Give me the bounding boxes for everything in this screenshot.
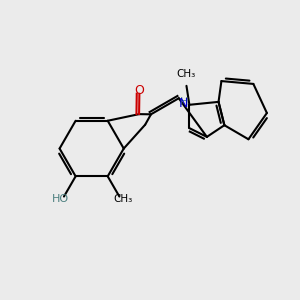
- Text: N: N: [179, 97, 188, 110]
- Text: O: O: [134, 84, 144, 97]
- Text: CH₃: CH₃: [113, 194, 133, 204]
- Text: H: H: [180, 97, 188, 107]
- Text: CH₃: CH₃: [177, 69, 196, 80]
- Text: HO: HO: [52, 194, 69, 204]
